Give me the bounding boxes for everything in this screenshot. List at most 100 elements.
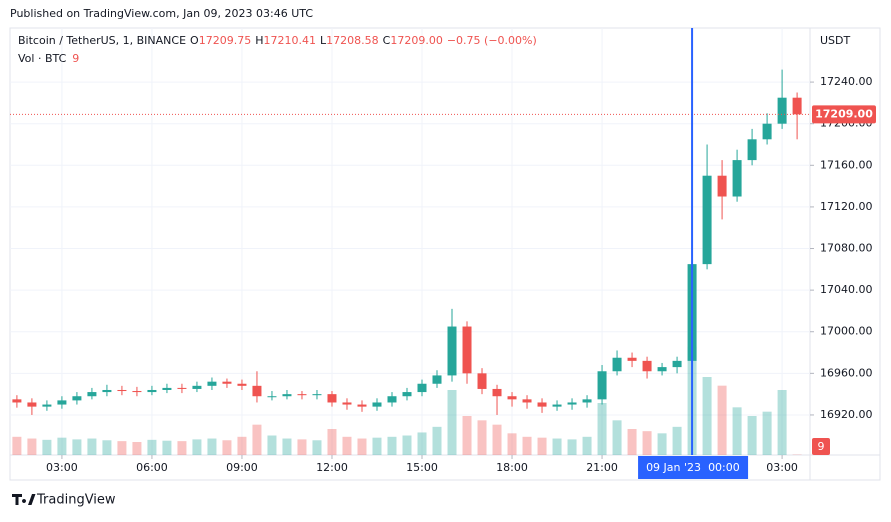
volume-bar xyxy=(207,439,216,455)
candle-body xyxy=(87,392,96,396)
volume-bar xyxy=(493,425,502,455)
volume-bar xyxy=(523,437,532,455)
candle-body xyxy=(57,400,66,404)
o-value: 17209.75 xyxy=(199,34,252,47)
volume-bar xyxy=(327,429,336,455)
candle-body xyxy=(718,176,727,197)
crosshair-time: 00:00 xyxy=(708,461,740,474)
volume-bar xyxy=(387,437,396,455)
candle-body xyxy=(703,176,712,264)
candle-body xyxy=(628,358,637,361)
x-tick-label: 21:00 xyxy=(586,461,618,474)
x-tick-label: 09:00 xyxy=(226,461,258,474)
volume-bar xyxy=(42,440,51,455)
candle-body xyxy=(538,402,547,406)
candle-body xyxy=(147,390,156,392)
candle-body xyxy=(658,367,667,371)
candle-body xyxy=(568,402,577,404)
candle-body xyxy=(27,402,36,406)
volume-bar xyxy=(297,439,306,455)
volume-bar xyxy=(613,420,622,455)
candle-body xyxy=(192,386,201,389)
volume-bar xyxy=(508,433,517,455)
candle-body xyxy=(733,160,742,196)
volume-bar xyxy=(568,439,577,455)
volume-bar xyxy=(147,440,156,455)
candle-body xyxy=(267,396,276,397)
candle-body xyxy=(387,396,396,402)
candle-body xyxy=(583,399,592,402)
y-tick-label: 17080.00 xyxy=(820,242,873,255)
candle-body xyxy=(207,382,216,386)
candle-body xyxy=(162,388,171,390)
volume-bar xyxy=(478,420,487,455)
x-tick-label: 03:00 xyxy=(46,461,78,474)
vol-value: 9 xyxy=(72,52,79,65)
candle-body xyxy=(297,394,306,395)
volume-bar xyxy=(342,437,351,455)
volume-bar xyxy=(267,436,276,456)
volume-bar xyxy=(12,437,21,455)
candle-body xyxy=(42,405,51,407)
candle-body xyxy=(508,396,517,399)
volume-bar xyxy=(583,437,592,455)
y-tick-label: 16920.00 xyxy=(820,408,873,421)
volume-bar xyxy=(448,390,457,455)
candle-body xyxy=(132,391,141,392)
candle-body xyxy=(418,384,427,392)
volume-bar xyxy=(433,427,442,455)
candle-body xyxy=(177,388,186,389)
candle-body xyxy=(72,396,81,400)
x-tick-label: 15:00 xyxy=(406,461,438,474)
c-value: 17209.00 xyxy=(390,34,443,47)
y-tick-label: 17040.00 xyxy=(820,283,873,296)
candle-body xyxy=(493,389,502,396)
candle-body xyxy=(372,402,381,406)
y-tick-label: 17000.00 xyxy=(820,325,873,338)
volume-bar xyxy=(628,429,637,455)
candle-body xyxy=(523,399,532,402)
volume-bar xyxy=(87,439,96,455)
y-tick-label: 17160.00 xyxy=(820,158,873,171)
volume-bar xyxy=(763,412,772,455)
candle-body xyxy=(433,375,442,383)
l-value: 17208.58 xyxy=(326,34,379,47)
volume-bar xyxy=(312,440,321,455)
candle-body xyxy=(12,399,21,402)
candle-body xyxy=(478,373,487,389)
volume-bar xyxy=(162,441,171,455)
volume-bar xyxy=(673,427,682,455)
candle-body xyxy=(763,124,772,140)
candle-body xyxy=(793,98,802,115)
candle-body xyxy=(448,327,457,376)
candle-body xyxy=(643,361,652,371)
candle-body xyxy=(312,394,321,395)
published-note: Published on TradingView.com, Jan 09, 20… xyxy=(10,7,313,20)
volume-bar xyxy=(643,431,652,455)
h-value: 17210.41 xyxy=(264,34,317,47)
volume-bar xyxy=(27,439,36,455)
candle-body xyxy=(357,405,366,407)
vol-label: Vol · BTC xyxy=(18,52,67,65)
change: −0.75 (−0.00%) xyxy=(447,34,537,47)
volume-bar xyxy=(132,442,141,455)
h-label: H xyxy=(255,34,263,47)
volume-bar xyxy=(418,432,427,455)
x-tick-label: 12:00 xyxy=(316,461,348,474)
volume-bar xyxy=(538,438,547,455)
volume-bar xyxy=(192,439,201,455)
candle-body xyxy=(237,384,246,386)
volume-bar xyxy=(117,441,126,455)
crosshair-date: 09 Jan '23 xyxy=(646,461,701,474)
axis-unit: USDT xyxy=(820,34,851,47)
volume-bar xyxy=(748,416,757,455)
volume-bar xyxy=(553,439,562,455)
candle-body xyxy=(222,382,231,384)
volume-bar xyxy=(778,390,787,455)
volume-bar xyxy=(357,439,366,455)
last-price-label: 17209.00 xyxy=(815,107,873,120)
volume-bar xyxy=(703,377,712,455)
